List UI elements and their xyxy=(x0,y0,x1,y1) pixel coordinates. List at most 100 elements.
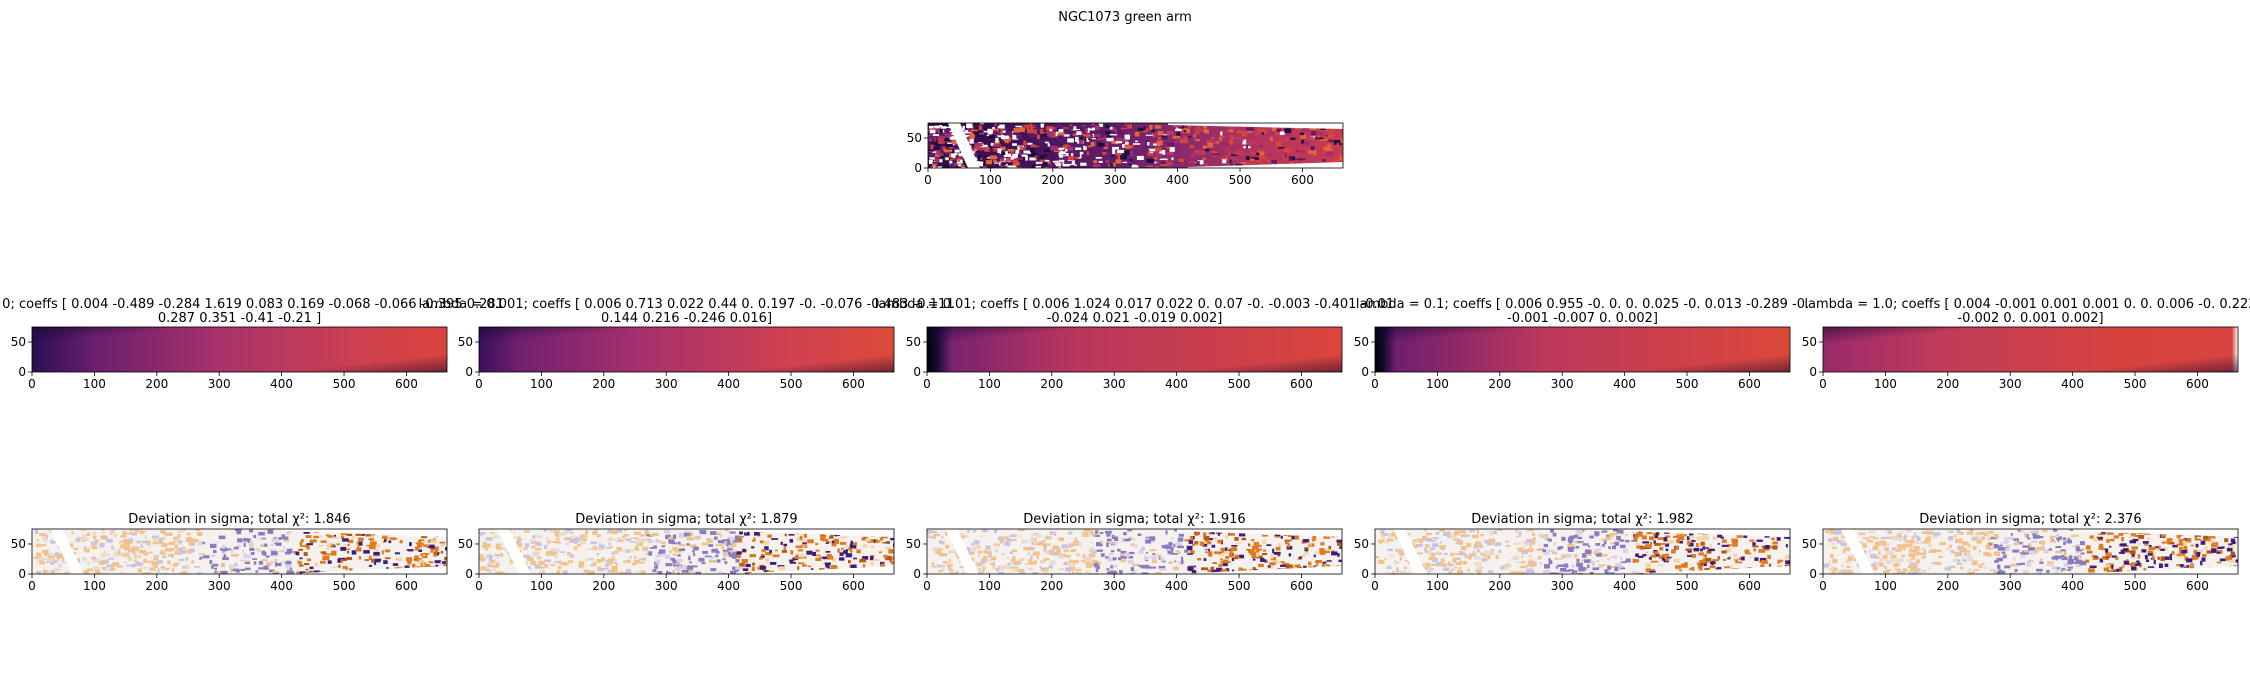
deviation-pixel xyxy=(649,547,655,549)
deviation-pixel xyxy=(2147,550,2154,555)
deviation-pixel xyxy=(1231,569,1235,573)
data-pixel xyxy=(951,139,960,141)
deviation-pixel xyxy=(1493,530,1497,534)
data-pixel xyxy=(1331,159,1340,164)
deviation-pixel xyxy=(240,559,247,562)
data-pixel xyxy=(1061,156,1068,162)
deviation-pixel xyxy=(517,543,523,548)
deviation-pixel xyxy=(1720,536,1724,539)
deviation-pixel xyxy=(1422,535,1427,540)
deviation-pixel xyxy=(168,554,174,557)
deviation-pixel xyxy=(370,535,375,540)
deviation-pixel xyxy=(1899,538,1903,542)
deviation-pixel xyxy=(336,543,340,546)
deviation-pixel xyxy=(1211,544,1216,548)
deviation-pixel xyxy=(888,549,894,554)
deviation-pixel xyxy=(92,556,96,559)
deviation-pixel xyxy=(1529,544,1532,548)
data-pixel xyxy=(1278,139,1282,143)
deviation-pixel xyxy=(1613,529,1618,532)
deviation-pixel xyxy=(139,549,147,554)
deviation-pixel xyxy=(1761,545,1768,548)
deviation-pixel xyxy=(1676,539,1680,544)
deviation-pixel xyxy=(807,565,812,568)
data-pixel xyxy=(1161,135,1168,140)
data-pixel xyxy=(1246,140,1254,144)
deviation-pixel xyxy=(1777,560,1781,564)
deviation-pixel xyxy=(1386,572,1392,574)
deviation-pixel xyxy=(1447,533,1451,538)
deviation-pixel xyxy=(177,540,183,543)
deviation-pixel xyxy=(178,541,182,545)
deviation-pixel xyxy=(2069,555,2073,560)
deviation-pixel xyxy=(1090,531,1093,535)
deviation-pixel xyxy=(1462,561,1468,565)
x-tick-label: 400 xyxy=(1613,579,1636,593)
deviation-pixel xyxy=(430,548,434,553)
data-pixel xyxy=(1215,141,1220,144)
deviation-pixel xyxy=(547,540,552,544)
deviation-pixel xyxy=(623,533,629,537)
deviation-pixel xyxy=(1458,567,1462,569)
deviation-pixel xyxy=(379,558,382,561)
deviation-pixel xyxy=(2005,544,2011,549)
deviation-pixel xyxy=(1971,560,1978,566)
data-pixel xyxy=(1196,126,1201,129)
deviation-pixel xyxy=(333,534,336,537)
deviation-pixel xyxy=(253,534,257,539)
deviation-pixel xyxy=(1079,544,1083,547)
deviation-pixel xyxy=(1132,563,1139,567)
data-pixel xyxy=(1020,147,1026,150)
data-pixel xyxy=(1009,166,1017,168)
deviation-pixel xyxy=(196,531,203,536)
data-pixel xyxy=(1129,159,1133,162)
data-pixel xyxy=(1058,129,1064,134)
deviation-pixel xyxy=(1531,539,1536,544)
deviation-pixel xyxy=(770,562,777,565)
deviation-pixel xyxy=(342,557,347,561)
deviation-pixel xyxy=(306,543,313,546)
data-pixel xyxy=(1013,128,1020,133)
deviation-pixel xyxy=(2063,551,2067,556)
deviation-pixel xyxy=(1171,552,1178,555)
deviation-pixel xyxy=(2088,568,2095,573)
data-pixel xyxy=(1183,130,1187,133)
deviation-pixel xyxy=(1478,570,1482,573)
data-pixel xyxy=(1199,128,1206,132)
deviation-pixel xyxy=(732,551,738,556)
deviation-pixel xyxy=(1489,531,1494,536)
deviation-pixel xyxy=(722,555,727,559)
deviation-pixel xyxy=(1164,544,1172,549)
deviation-pixel xyxy=(1853,558,1858,562)
deviation-pixel xyxy=(1768,545,1773,549)
deviation-pixel xyxy=(1917,572,1922,574)
deviation-pixel xyxy=(211,565,214,569)
deviation-pixel xyxy=(1667,540,1674,544)
data-pixel xyxy=(989,156,998,159)
deviation-pixel xyxy=(948,561,952,563)
x-tick-label: 100 xyxy=(978,377,1001,391)
deviation-pixel xyxy=(1741,556,1745,561)
data-pixel xyxy=(1245,145,1248,149)
deviation-pixel xyxy=(1090,547,1095,552)
deviation-pixel xyxy=(880,561,885,565)
deviation-pixel xyxy=(1275,546,1281,551)
deviation-pixel xyxy=(801,564,807,567)
deviation-pixel xyxy=(1428,566,1432,569)
deviation-pixel xyxy=(60,553,65,558)
data-pixel xyxy=(1124,123,1130,126)
deviation-pixel xyxy=(2145,559,2150,562)
deviation-pixel xyxy=(1958,531,1964,535)
deviation-pixel xyxy=(652,532,659,537)
deviation-pixel xyxy=(1872,546,1879,551)
deviation-pixel xyxy=(305,535,312,539)
data-pixel xyxy=(1340,138,1343,144)
deviation-pixel xyxy=(386,538,391,541)
deviation-pixel xyxy=(1426,532,1433,536)
deviation-pixel xyxy=(188,542,193,545)
deviation-pixel xyxy=(1019,572,1026,574)
data-pixel xyxy=(1277,161,1285,163)
deviation-pixel xyxy=(825,551,831,553)
deviation-pixel xyxy=(1620,561,1627,563)
